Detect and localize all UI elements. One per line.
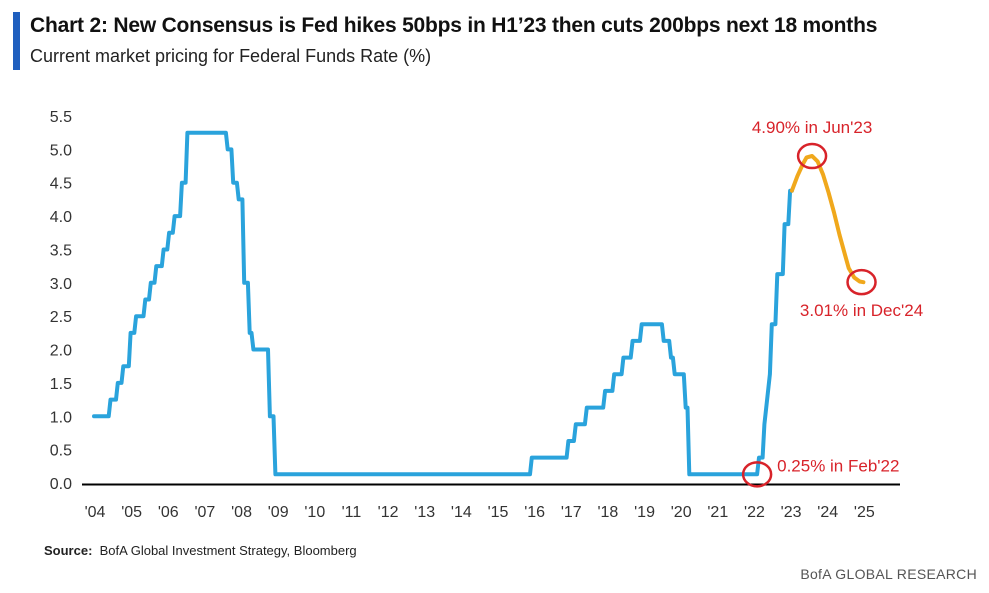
- x-tick-label: '14: [451, 504, 472, 521]
- x-tick-label: '23: [781, 504, 802, 521]
- annotation-circle: [741, 461, 773, 488]
- source-label: Source:: [44, 543, 93, 558]
- y-tick-label: 5.5: [50, 109, 72, 126]
- chart-subtitle: Current market pricing for Federal Funds…: [30, 46, 432, 66]
- y-tick-label: 0.5: [50, 443, 72, 460]
- chart-title: Chart 2: New Consensus is Fed hikes 50bp…: [30, 14, 878, 37]
- x-tick-label: '04: [85, 504, 106, 521]
- annotation-label: 4.90% in Jun'23: [752, 118, 872, 137]
- annotation-label: 0.25% in Feb'22: [777, 456, 899, 475]
- annotation-circle: [846, 268, 877, 296]
- x-tick-label: '22: [744, 504, 765, 521]
- x-tick-label: '05: [121, 504, 142, 521]
- annotation-label: 3.01% in Dec'24: [800, 301, 923, 320]
- annotation-circle: [796, 142, 828, 170]
- x-tick-label: '20: [671, 504, 692, 521]
- x-tick-label: '12: [378, 504, 399, 521]
- x-tick-label: '25: [854, 504, 875, 521]
- x-tick-label: '21: [707, 504, 728, 521]
- x-tick-label: '06: [158, 504, 179, 521]
- y-tick-label: 1.5: [50, 376, 72, 393]
- x-tick-label: '17: [561, 504, 582, 521]
- y-tick-label: 2.5: [50, 309, 72, 326]
- source-text: BofA Global Investment Strategy, Bloombe…: [99, 543, 357, 558]
- y-tick-label: 3.0: [50, 276, 72, 293]
- forecast-series-line: [789, 154, 866, 285]
- x-tick-label: '09: [268, 504, 289, 521]
- brand-logo-text: BofA GLOBAL RESEARCH: [800, 566, 977, 582]
- y-tick-label: 1.0: [50, 409, 72, 426]
- x-tick-label: '08: [231, 504, 252, 521]
- x-tick-label: '15: [488, 504, 509, 521]
- history-series-line: [92, 130, 794, 477]
- title-accent-bar: [13, 12, 20, 70]
- y-tick-label: 0.0: [50, 476, 72, 493]
- y-tick-label: 4.5: [50, 176, 72, 193]
- x-tick-label: '24: [817, 504, 838, 521]
- x-tick-label: '19: [634, 504, 655, 521]
- x-tick-label: '10: [304, 504, 325, 521]
- source-note: Source: BofA Global Investment Strategy,…: [44, 543, 357, 558]
- y-tick-label: 2.0: [50, 343, 72, 360]
- x-tick-label: '16: [524, 504, 545, 521]
- y-tick-label: 3.5: [50, 242, 72, 259]
- x-tick-label: '13: [414, 504, 435, 521]
- x-tick-label: '07: [194, 504, 215, 521]
- y-tick-label: 4.0: [50, 209, 72, 226]
- x-tick-label: '11: [342, 504, 362, 521]
- y-tick-label: 5.0: [50, 142, 72, 159]
- x-tick-label: '18: [597, 504, 618, 521]
